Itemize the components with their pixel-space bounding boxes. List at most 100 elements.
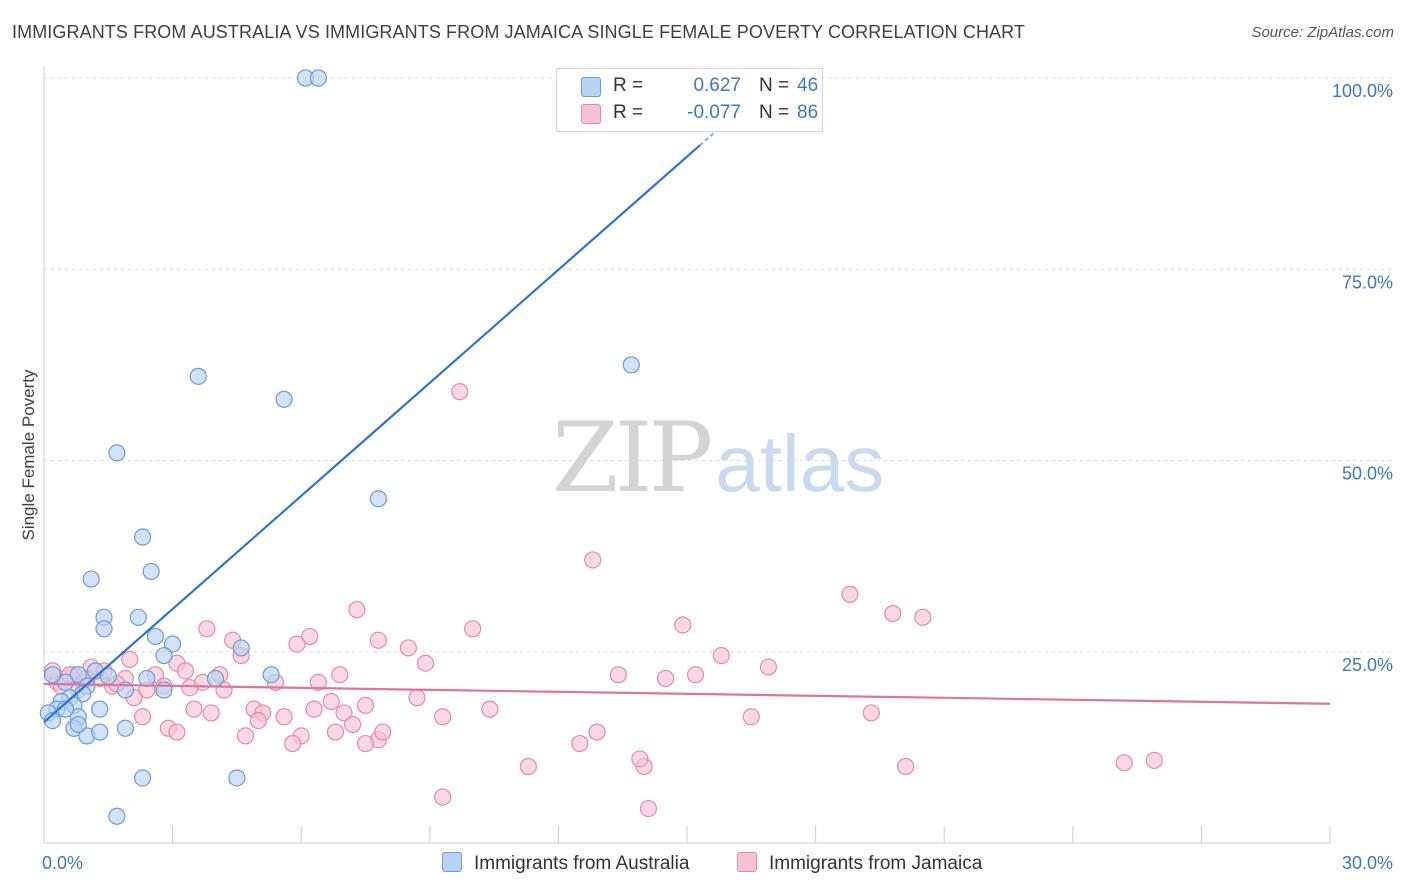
legend-n-label: N = [759,75,790,96]
data-point-jamaica [348,601,366,619]
data-point-jamaica [571,734,589,753]
data-point-jamaica [416,654,435,672]
data-point-jamaica [284,734,302,753]
bottom-legend-swatch-jamaica [737,852,757,872]
source-credit: Source: ZipAtlas.com [1251,24,1394,41]
x-tick-label: 0.0% [42,853,83,873]
data-point-australia [95,620,113,638]
bottom-legend-australia: Immigrants from Australia [442,852,689,875]
data-point-jamaica [168,723,186,741]
data-point-australia [91,723,109,741]
legend-r-label: R = [613,75,644,96]
data-point-jamaica [656,669,675,688]
data-point-australia [133,769,152,787]
data-point-australia [622,356,640,374]
data-point-jamaica [434,788,452,806]
data-point-jamaica [451,383,469,401]
data-point-jamaica [759,658,778,676]
data-point-jamaica [275,708,293,726]
legend-n-label: N = [759,102,790,123]
data-point-jamaica [712,646,730,665]
data-point-jamaica [369,631,387,649]
legend-swatch-australia [581,77,601,97]
data-point-jamaica [249,711,267,730]
data-point-australia [155,681,173,699]
data-point-australia [232,639,250,657]
data-point-jamaica [631,750,649,768]
data-point-jamaica [862,704,880,722]
trend-line-australia [43,144,701,723]
data-point-jamaica [326,723,345,741]
watermark-atlas: atlas [715,419,885,508]
data-point-jamaica [639,799,658,818]
data-point-jamaica [121,650,139,669]
data-point-jamaica [185,700,203,718]
data-point-jamaica [674,616,692,634]
data-point-jamaica [305,700,323,718]
trend-line-jamaica [43,682,1331,705]
data-point-jamaica [374,723,392,741]
data-point-jamaica [584,551,602,569]
data-point-australia [69,715,87,734]
data-point-jamaica [198,620,216,638]
bottom-legend-jamaica: Immigrants from Jamaica [737,852,982,875]
data-point-australia [146,627,165,646]
data-point-jamaica [519,757,537,776]
data-point-australia [108,444,126,462]
legend-swatch-jamaica [581,104,601,124]
data-point-jamaica [408,689,426,707]
bottom-legend-swatch-australia [442,852,462,872]
data-point-jamaica [914,608,932,626]
data-point-jamaica [356,696,375,714]
data-point-jamaica [335,704,353,722]
data-point-australia [82,570,100,588]
data-point-jamaica [288,635,306,653]
data-point-jamaica [202,704,220,722]
data-point-jamaica [176,662,195,680]
data-point-jamaica [1145,751,1163,769]
legend-r-value: 0.627 [693,75,741,96]
data-point-australia [108,807,126,825]
data-point-jamaica [464,620,482,638]
bottom-legend-label-australia: Immigrants from Australia [474,853,690,874]
data-point-jamaica [609,666,628,684]
x-tick-label: 30.0% [1342,853,1393,873]
data-point-australia [155,646,173,665]
data-point-jamaica [481,700,499,718]
data-point-australia [142,562,160,581]
data-point-australia [69,666,87,684]
watermark: ZIPatlas [552,402,884,514]
data-point-australia [369,490,387,508]
data-point-jamaica [1115,754,1133,772]
y-tick-label: 50.0% [1342,464,1393,484]
legend-r-label: R = [613,102,644,123]
data-point-jamaica [884,604,902,623]
data-point-australia [262,666,280,684]
watermark-zip: ZIP [552,402,713,514]
data-point-australia [138,669,156,688]
legend-n-value: 86 [797,102,819,123]
data-point-jamaica [841,585,859,603]
data-point-jamaica [344,715,362,734]
data-point-australia [43,666,62,684]
data-point-jamaica [897,757,915,776]
data-point-jamaica [322,692,340,711]
legend-n-value: 46 [797,75,819,96]
y-tick-label: 75.0% [1342,272,1393,292]
data-point-australia [116,719,135,737]
data-point-jamaica [309,673,327,691]
data-point-australia [228,769,246,787]
data-point-jamaica [133,708,152,726]
legend-r-value: -0.077 [687,102,741,123]
data-point-jamaica [236,727,255,745]
y-tick-label: 100.0% [1332,81,1393,101]
data-point-jamaica [686,666,705,684]
correlation-legend: R = 0.627 N = 46 R = -0.077 N = 86 [556,68,823,132]
y-tick-label: 25.0% [1342,655,1393,675]
data-point-australia [133,528,152,546]
data-point-jamaica [356,734,375,753]
data-point-jamaica [331,666,349,684]
data-point-australia [275,390,293,408]
data-point-jamaica [399,639,417,657]
